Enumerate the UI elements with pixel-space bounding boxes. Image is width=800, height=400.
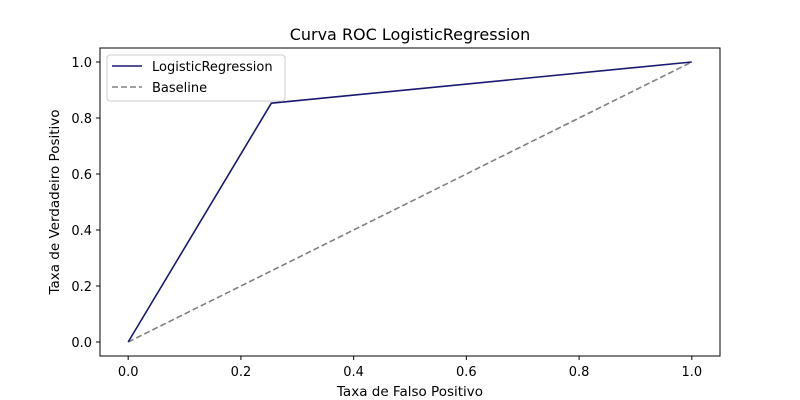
y-tick-label: 0.2 bbox=[71, 280, 92, 295]
y-tick-label: 0.6 bbox=[71, 168, 92, 183]
x-tick-label: 0.4 bbox=[343, 365, 364, 380]
series-line-logistic-regression bbox=[127, 61, 692, 343]
y-tick-label: 0.4 bbox=[71, 224, 92, 239]
y-tick-label: 0.0 bbox=[71, 336, 92, 351]
legend-label-baseline: Baseline bbox=[152, 81, 207, 96]
x-tick-label: 0.2 bbox=[231, 365, 252, 380]
x-tick-label: 0.0 bbox=[118, 365, 139, 380]
y-tick-label: 0.8 bbox=[71, 112, 92, 127]
x-tick-label: 1.0 bbox=[681, 365, 702, 380]
plot-area bbox=[127, 61, 693, 343]
y-tick-label: 1.0 bbox=[71, 56, 92, 71]
legend-box bbox=[106, 54, 286, 102]
x-axis-label: Taxa de Falso Positivo bbox=[336, 384, 483, 400]
legend-label-logistic: LogisticRegression bbox=[152, 60, 273, 75]
y-axis-ticks: 0.0 0.2 0.4 0.6 0.8 1.0 bbox=[71, 56, 100, 351]
x-axis-ticks: 0.0 0.2 0.4 0.6 0.8 1.0 bbox=[118, 356, 702, 380]
series-line-baseline bbox=[127, 61, 693, 343]
axes-frame bbox=[99, 47, 721, 357]
x-tick-label: 0.8 bbox=[569, 365, 590, 380]
legend: LogisticRegression Baseline bbox=[106, 54, 286, 102]
chart-title: Curva ROC LogisticRegression bbox=[290, 25, 531, 44]
y-axis-label: Taxa de Verdadeiro Positivo bbox=[47, 109, 63, 295]
x-tick-label: 0.6 bbox=[456, 365, 477, 380]
